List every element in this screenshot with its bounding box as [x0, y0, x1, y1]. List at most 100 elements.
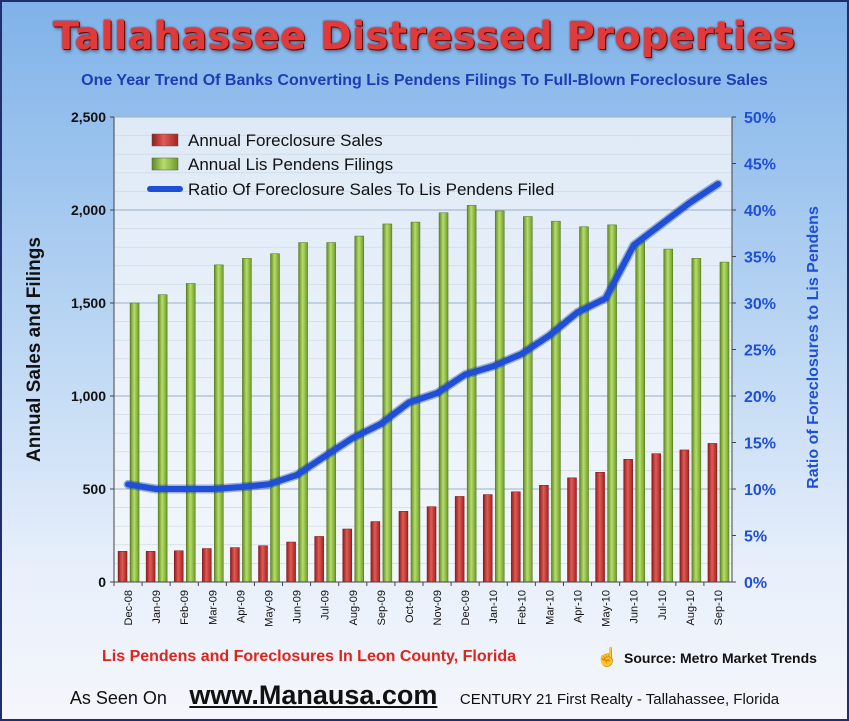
legend-foreclosure-label: Annual Foreclosure Sales: [188, 131, 383, 150]
foreclosure-bar: [370, 521, 381, 583]
lis-pendens-bar: [635, 241, 645, 583]
right-tick-label: 45%: [744, 157, 776, 174]
lis-pendens-bar: [551, 220, 561, 583]
lis-pendens-bar: [719, 261, 730, 583]
x-tick-label: Dec-09: [460, 590, 472, 625]
right-tick-label: 20%: [744, 389, 776, 406]
ratio-line-series: [123, 179, 723, 494]
left-tick-label: 500: [83, 481, 107, 497]
right-tick-label: 10%: [744, 482, 776, 499]
right-tick-label: 15%: [744, 436, 776, 453]
legend-foreclosure-swatch: [151, 133, 179, 147]
left-tick-label: 1,000: [71, 388, 106, 404]
x-tick-label: Aug-09: [348, 590, 360, 625]
right-tick-label: 25%: [744, 343, 776, 360]
foreclosure-bar: [286, 541, 296, 583]
lis-pendens-bar: [270, 253, 280, 583]
foreclosure-bar: [539, 485, 549, 583]
x-tick-label: Feb-09: [179, 590, 191, 625]
x-tick-label: Aug-10: [685, 590, 697, 625]
left-tick-label: 0: [98, 574, 106, 590]
lis-pendens-bar: [523, 216, 533, 583]
legend-lis-pendens-label: Annual Lis Pendens Filings: [188, 155, 393, 174]
foreclosure-bar: [595, 472, 605, 583]
foreclosure-bar: [426, 506, 437, 583]
x-tick-label: Jul-09: [320, 590, 332, 620]
lis-pendens-bar: [382, 223, 393, 583]
foreclosure-bar: [145, 551, 156, 583]
foreclosure-bar: [454, 496, 465, 583]
page-subtitle: One Year Trend Of Banks Converting Lis P…: [81, 72, 768, 89]
foreclosure-bar: [482, 494, 493, 583]
realty-label: CENTURY 21 First Realty - Tallahassee, F…: [459, 691, 780, 708]
left-tick-label: 1,500: [71, 295, 106, 311]
lis-pendens-bar: [579, 226, 589, 583]
x-tick-label: Nov-09: [432, 590, 444, 625]
foreclosure-bar: [707, 443, 718, 583]
lis-pendens-bar: [663, 248, 674, 583]
lis-pendens-bar: [466, 205, 477, 583]
x-tick-label: Jun-09: [292, 590, 304, 624]
lis-pendens-bar: [494, 210, 505, 583]
x-tick-label: Jan-09: [151, 590, 163, 624]
y-axis-title: Annual Sales and Filings: [24, 237, 45, 462]
lis-pendens-bar: [214, 264, 224, 583]
foreclosure-bar: [567, 477, 577, 583]
axes: 0 500 1,000 1,500 2,000 2,500 0% 5% 10% 15% 20% 25%…: [71, 109, 776, 627]
x-tick-label: Sep-10: [713, 590, 725, 625]
x-tick-label: May-09: [264, 590, 276, 627]
foreclosure-bar: [258, 545, 268, 583]
lis-pendens-bar: [691, 258, 702, 583]
right-tick-label: 35%: [744, 250, 776, 267]
lis-pendens-bar: [129, 302, 140, 583]
foreclosure-bar: [314, 536, 324, 583]
lis-pendens-bar: [185, 283, 196, 583]
foreclosure-bar: [342, 528, 353, 583]
bar-series: [117, 205, 730, 583]
x-tick-label: Jun-10: [629, 590, 641, 624]
right-tick-label: 40%: [744, 203, 776, 220]
y2-axis-title: Ratio of Foreclosures to Lis Pendens: [805, 206, 822, 489]
lis-pendens-bar: [157, 294, 168, 583]
legend-ratio-label: Ratio Of Foreclosure Sales To Lis Penden…: [188, 180, 554, 199]
chart-caption: Lis Pendens and Foreclosures In Leon Cou…: [102, 648, 516, 665]
page-title: Tallahassee Distressed Properties: [53, 14, 796, 58]
x-tick-label: May-10: [601, 590, 613, 627]
lis-pendens-bar: [326, 242, 336, 583]
left-tick-label: 2,000: [71, 202, 106, 218]
pointing-hand-icon: ☝: [596, 647, 619, 667]
source-text: Source: Metro Market Trends: [624, 650, 817, 666]
x-tick-label: Jul-10: [657, 590, 669, 620]
foreclosure-bar: [202, 548, 212, 583]
website-link[interactable]: www.Manausa.com: [189, 680, 438, 710]
as-seen-on-label: As Seen On: [69, 688, 167, 708]
foreclosure-bar: [117, 551, 128, 583]
axis-labels: Annual Sales and Filings Ratio of Foreclo…: [24, 206, 822, 489]
x-tick-label: Mar-09: [207, 590, 219, 625]
foreclosure-bar: [398, 511, 409, 583]
x-tick-label: Dec-08: [123, 590, 135, 625]
foreclosure-bar: [623, 458, 633, 583]
foreclosure-bar: [230, 547, 240, 583]
x-tick-label: Apr-10: [573, 590, 585, 623]
x-tick-label: Sep-09: [376, 590, 388, 625]
left-tick-label: 2,500: [71, 109, 106, 125]
x-tick-label: Jan-10: [488, 590, 500, 624]
lis-pendens-bar: [354, 235, 365, 583]
lis-pendens-bar: [298, 242, 308, 583]
ratio-line: [125, 181, 721, 492]
x-tick-label: Apr-09: [235, 590, 247, 623]
legend: Annual Foreclosure Sales Annual Lis Pende…: [147, 131, 554, 199]
lis-pendens-bar: [438, 212, 449, 583]
right-tick-label: 5%: [744, 529, 767, 546]
right-tick-label: 50%: [744, 110, 776, 127]
right-tick-label: 0%: [744, 575, 767, 592]
foreclosure-bar: [173, 550, 184, 583]
lis-pendens-bar: [242, 258, 252, 583]
foreclosure-bar: [511, 491, 521, 583]
right-tick-label: 30%: [744, 296, 776, 313]
x-tick-label: Feb-10: [516, 590, 528, 625]
x-tick-label: Mar-10: [544, 590, 556, 625]
